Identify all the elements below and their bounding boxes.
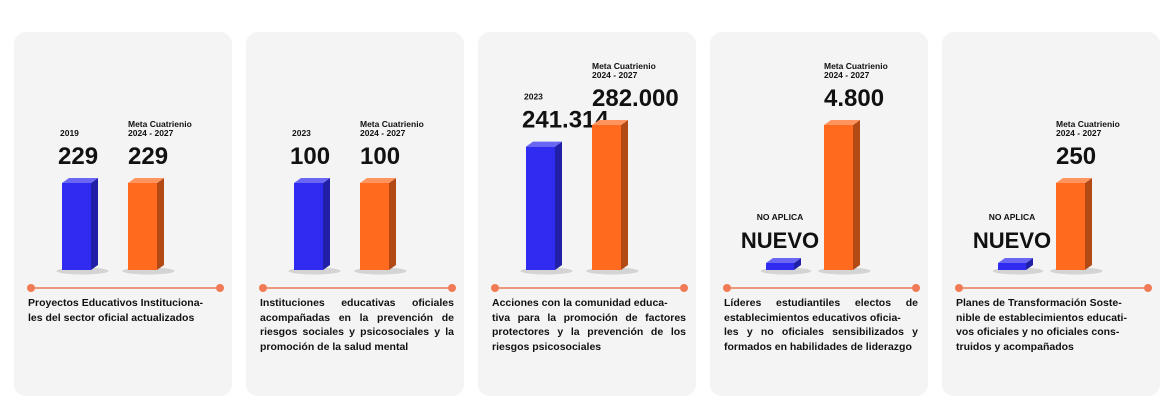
baseline-bar-placeholder xyxy=(760,258,812,275)
meta-bar xyxy=(586,120,639,275)
meta-value-label: 100 xyxy=(360,143,400,170)
indicator-card-3: 241.314 2023 282.000 Meta Cuatrienio 2024 - … xyxy=(478,32,696,396)
meta-period-label: Meta Cuatrienio 2024 - 2027 xyxy=(592,61,656,80)
baseline-year-label: 2023 xyxy=(292,128,311,138)
meta-value-label: 4.800 xyxy=(824,85,884,112)
indicator-card-5: NO APLICA NUEVO 250 Meta Cuatrienio 2024 - 2… xyxy=(942,32,1160,396)
timeline-dot xyxy=(491,284,499,292)
indicator-description: Acciones con la comunidad educa- tiva pa… xyxy=(492,297,686,353)
indicator-description: Líderes estudiantiles electos de estable… xyxy=(724,297,918,353)
meta-period-label: Meta Cuatrienio 2024 - 2027 xyxy=(360,119,424,138)
baseline-value-label: 100 xyxy=(290,143,330,170)
baseline-bar xyxy=(56,178,109,275)
meta-value-label: 250 xyxy=(1056,143,1096,170)
timeline-dot xyxy=(216,284,224,292)
baseline-year-label: 2023 xyxy=(524,92,543,102)
timeline-dot xyxy=(27,284,35,292)
new-indicator-label: NUEVO xyxy=(741,228,819,253)
indicator-card-2: 100 2023 100 Meta Cuatrienio 2024 - 2027 Ins… xyxy=(246,32,464,396)
indicator-description: Proyectos Educativos Instituciona- les d… xyxy=(28,297,204,324)
meta-bar xyxy=(122,178,175,275)
timeline-dot xyxy=(912,284,920,292)
meta-value-label: 229 xyxy=(128,143,168,170)
indicator-chart-2: 100 2023 100 Meta Cuatrienio 2024 - 2027 xyxy=(259,119,456,292)
indicator-description: Instituciones educativas oficiales acomp… xyxy=(260,297,454,353)
baseline-value-label: 229 xyxy=(58,143,98,170)
meta-bar xyxy=(354,178,407,275)
meta-bar xyxy=(818,120,871,275)
meta-bar xyxy=(1050,178,1103,275)
indicator-chart-4: NO APLICA NUEVO 4.800 Meta Cuatrienio 2024 -… xyxy=(723,61,920,292)
meta-value-label: 282.000 xyxy=(592,85,679,112)
baseline-bar-placeholder xyxy=(992,258,1044,275)
baseline-bar xyxy=(288,178,341,275)
timeline-dot xyxy=(448,284,456,292)
timeline-dot xyxy=(955,284,963,292)
indicator-chart-5: NO APLICA NUEVO 250 Meta Cuatrienio 2024 - 2… xyxy=(955,119,1152,292)
new-indicator-label: NUEVO xyxy=(973,228,1051,253)
baseline-year-label: 2019 xyxy=(60,128,79,138)
not-applicable-label: NO APLICA xyxy=(989,212,1035,222)
meta-period-label: Meta Cuatrienio 2024 - 2027 xyxy=(1056,119,1120,138)
timeline-dot xyxy=(259,284,267,292)
baseline-bar xyxy=(520,141,573,275)
not-applicable-label: NO APLICA xyxy=(757,212,803,222)
timeline-dot xyxy=(1144,284,1152,292)
timeline-dot xyxy=(680,284,688,292)
indicator-card-1: 229 2019 229 Meta Cuatrienio 2024 - 2027 Pro… xyxy=(14,32,232,396)
meta-period-label: Meta Cuatrienio 2024 - 2027 xyxy=(824,61,888,80)
timeline-dot xyxy=(723,284,731,292)
indicator-description: Planes de Transformación Soste- nible de… xyxy=(956,297,1127,353)
indicator-chart-1: 229 2019 229 Meta Cuatrienio 2024 - 2027 xyxy=(27,119,224,292)
meta-period-label: Meta Cuatrienio 2024 - 2027 xyxy=(128,119,192,138)
indicator-card-4: NO APLICA NUEVO 4.800 Meta Cuatrienio 2024 -… xyxy=(710,32,928,396)
